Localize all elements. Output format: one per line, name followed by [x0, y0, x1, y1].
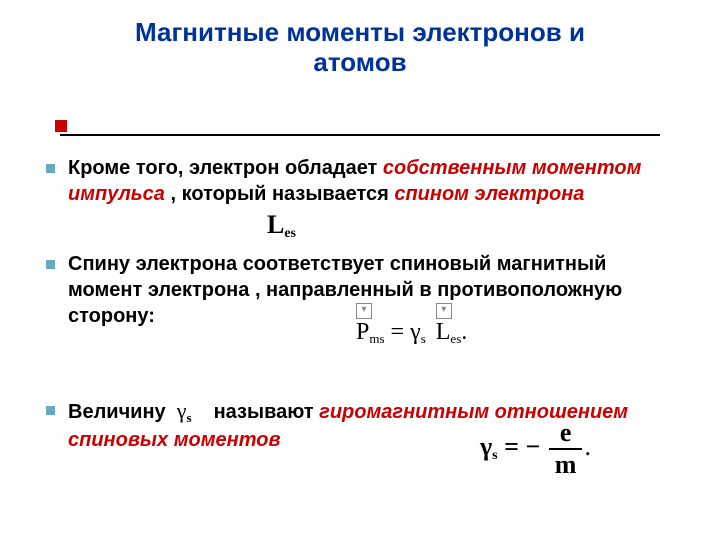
Pms-gamma-sub: s [421, 331, 426, 346]
b1-text-1: Кроме того, электрон обладает [68, 157, 383, 179]
slide: Магнитные моменты электронов и атомов Кр… [0, 0, 720, 540]
title-rule [60, 134, 660, 136]
b1-emph-2: спином электрона [394, 183, 584, 205]
gd-gamma-sub: s [492, 448, 497, 463]
formula-Les: Les [267, 210, 296, 242]
gd-dot: . [584, 432, 591, 461]
P-sub: ms [369, 331, 384, 346]
vector-P: ▾ Pms [356, 305, 385, 347]
accent-square [55, 120, 67, 132]
Pms-gamma: γ [410, 319, 421, 345]
L-base: L [436, 319, 451, 345]
Pms-dot: . [461, 319, 467, 345]
vector-glyph-icon: ▾ [356, 303, 372, 319]
slide-title: Магнитные моменты электронов и атомов [0, 18, 720, 78]
b1-text-2: , который называется [170, 183, 394, 205]
Pms-eq: = [391, 319, 411, 345]
gamma-inline: γs [171, 398, 208, 423]
L-sub: es [450, 331, 461, 346]
P-base: P [356, 319, 369, 345]
gd-den: m [549, 450, 583, 478]
b3-text-2: называют [214, 401, 320, 423]
title-line-1: Магнитные моменты электронов и [135, 17, 585, 47]
gd-num: e [549, 420, 583, 450]
gd-eq: = − [504, 432, 547, 461]
b3-text-1: Величину [68, 401, 171, 423]
Les-sub: es [284, 226, 296, 241]
gamma-inline-g: γ [177, 398, 187, 423]
gd-fraction: e m [549, 420, 583, 478]
formula-Pms: ▾ Pms = γs ▾ Les . [356, 305, 467, 347]
formula-gamma-def: γs = − e m . [480, 420, 591, 478]
gd-gamma: γ [480, 432, 492, 461]
vector-L: ▾ Les [436, 305, 462, 347]
bullet-1: Кроме того, электрон обладает собственны… [40, 155, 680, 241]
Les-base: L [267, 210, 284, 239]
b2-text-1: Спину электрона соответствует спиновый м… [68, 253, 622, 327]
vector-glyph-icon: ▾ [436, 303, 452, 319]
gamma-inline-sub: s [186, 410, 191, 425]
title-line-2: атомов [313, 47, 406, 77]
